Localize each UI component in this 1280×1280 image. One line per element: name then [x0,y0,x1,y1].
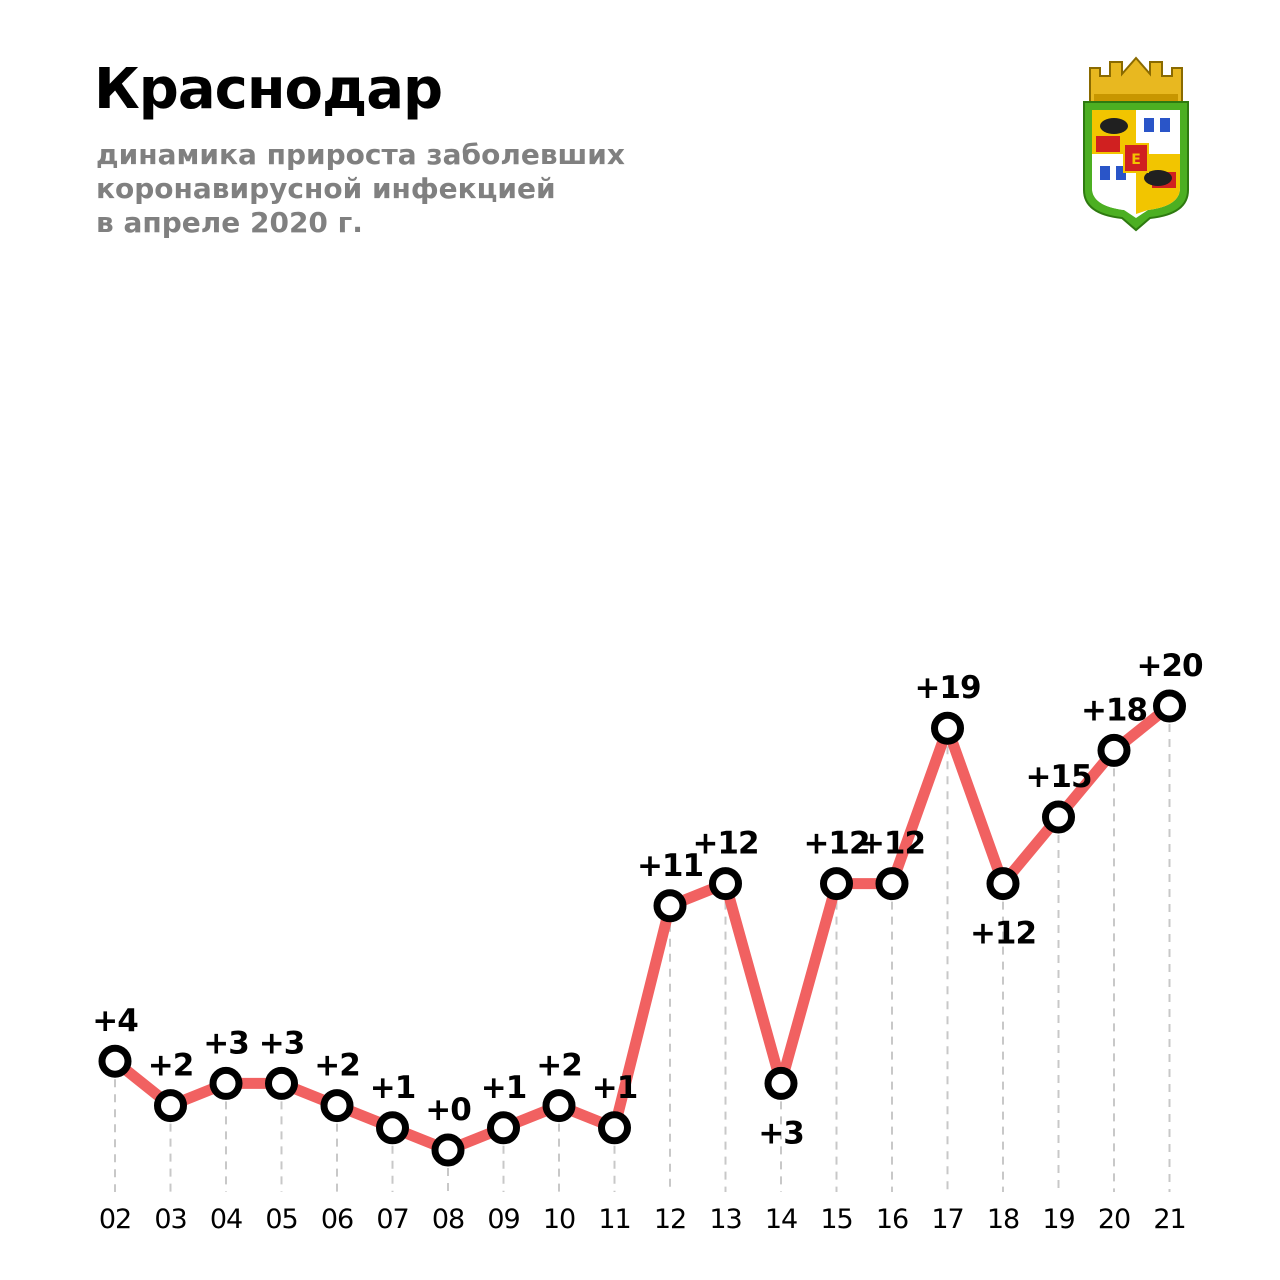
subtitle-line: динамика прироста заболевших [96,138,625,171]
data-point [653,889,687,923]
data-label: +1 [481,1070,527,1106]
x-tick-label: 02 [99,1204,131,1235]
svg-text:E: E [1131,152,1141,168]
x-tick-label: 06 [321,1204,353,1235]
chart-subtitle: динамика прироста заболевших коронавирус… [96,138,625,240]
data-label: +4 [92,1003,138,1039]
data-point [1042,800,1075,834]
data-labels: +4+2+3 +3+2+1+0+1+2+1+11+12+3+12+12+19+12… [92,648,1204,1151]
data-label: +0 [425,1092,471,1128]
x-tick-label: 12 [654,1204,686,1235]
data-point [154,1089,187,1123]
data-label: +1 [592,1070,638,1106]
data-label: +3 [203,1025,249,1061]
data-point [1097,733,1131,767]
data-label: +3 [259,1025,305,1061]
x-tick-label: 16 [876,1204,908,1235]
data-point [875,867,909,901]
data-label: +2 [314,1048,360,1084]
x-tick-label: 05 [265,1204,297,1235]
data-point [487,1111,520,1145]
x-tick-label: 07 [376,1204,408,1235]
x-tick-label: 18 [987,1204,1019,1235]
data-point [598,1111,631,1145]
data-points [98,689,1186,1167]
data-label: +3 [758,1115,804,1151]
data-label: +11 [637,848,703,884]
subtitle-line: в апреле 2020 г. [96,206,363,239]
x-tick-label: 04 [210,1204,242,1235]
data-point [764,1066,798,1100]
x-tick-label: 10 [543,1204,575,1235]
x-tick-label: 17 [931,1204,963,1235]
x-tick-label: 19 [1042,1204,1074,1235]
data-label: +15 [1025,759,1091,795]
x-tick-label: 03 [154,1204,186,1235]
data-point [1153,689,1186,723]
data-label: +12 [692,826,758,862]
data-point [431,1133,465,1167]
data-label: +19 [914,670,980,706]
data-point [709,867,742,901]
subtitle-line: коронавирусной инфекцией [96,172,556,205]
data-label: +20 [1136,648,1203,684]
x-tick-label: 15 [820,1204,852,1235]
data-label: +12 [859,826,925,862]
data-point [320,1089,354,1123]
x-tick-label: 08 [432,1204,464,1235]
data-label: +2 [148,1048,194,1084]
krasnodar-coat-of-arms-icon: E [1083,56,1189,232]
x-tick-label: 11 [598,1204,630,1235]
data-point [209,1066,243,1100]
data-point [931,711,964,745]
data-point [820,867,853,901]
page-title: Краснодар [94,57,443,122]
x-axis-tick-labels: 02 03 04 05 06 07 08 09 10 11 12 13 14 15 16 17 18 19 20 21 [99,1204,1187,1235]
x-tick-label: 09 [487,1204,519,1235]
x-tick-label: 14 [765,1204,797,1235]
data-label: +12 [803,826,869,862]
data-point [98,1044,132,1078]
x-tick-label: 21 [1153,1204,1185,1235]
data-label: +2 [536,1048,582,1084]
data-point [376,1111,409,1145]
data-label: +1 [370,1070,416,1106]
x-tick-label: 20 [1098,1204,1130,1235]
guide-lines [114,724,1171,1192]
data-point [986,867,1020,901]
data-label: +18 [1081,692,1147,728]
data-point [542,1089,576,1123]
x-tick-label: 13 [709,1204,741,1235]
data-point [265,1066,298,1100]
data-label: +12 [970,916,1036,952]
